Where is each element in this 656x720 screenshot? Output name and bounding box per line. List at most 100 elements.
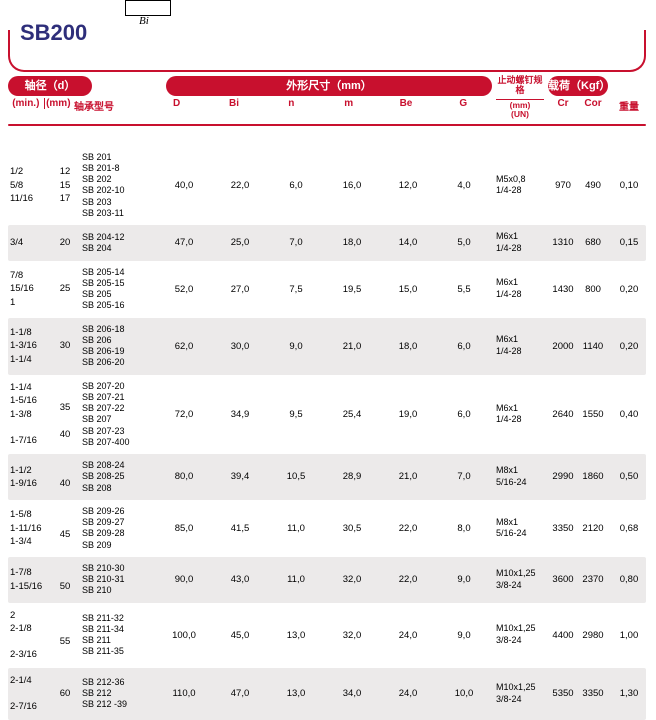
cell-Bi: 43,0 <box>212 574 268 585</box>
hdr-G: G <box>435 98 492 109</box>
cell-cor: 490 <box>578 180 608 191</box>
cell-m: 18,0 <box>324 237 380 248</box>
cell-mm: 25 <box>52 282 78 295</box>
hdr-Be: Be <box>377 98 434 109</box>
title-frame: SB200 <box>8 30 646 72</box>
cell-n: 13,0 <box>268 688 324 699</box>
cell-D: 40,0 <box>156 180 212 191</box>
header: 轴径（d） 外形尺寸（mm） 止动螺钉规格 载荷（Kgf） (min.) (mm… <box>8 76 646 120</box>
cell-D: 80,0 <box>156 471 212 482</box>
cell-bearing: SB 205-14SB 205-15SB 205SB 205-16 <box>78 267 152 312</box>
cell-D: 52,0 <box>156 284 212 295</box>
cell-cor: 800 <box>578 284 608 295</box>
cell-cr: 3350 <box>548 523 578 534</box>
hdr-thread-top: 止动螺钉规格 <box>496 76 544 96</box>
cell-m: 32,0 <box>324 574 380 585</box>
cell-min: 2-1/4 2-7/16 <box>8 674 52 714</box>
hdr-shaft-mm: (mm) <box>45 98 72 109</box>
cell-G: 6,0 <box>436 341 492 352</box>
cell-mm: 35 40 <box>52 388 78 441</box>
cell-mm: 45 <box>52 515 78 542</box>
cell-m: 19,5 <box>324 284 380 295</box>
diagram-box <box>125 0 171 16</box>
cell-min: 1-1/81-3/161-1/4 <box>8 326 52 366</box>
table-row: 7/815/16125SB 205-14SB 205-15SB 205SB 20… <box>8 261 646 318</box>
cell-mm: 30 <box>52 339 78 352</box>
hdr-load-pill: 载荷（Kgf） <box>548 76 608 96</box>
data-table: 1/25/811/16121517SB 201SB 201-8SB 202SB … <box>8 146 646 720</box>
cell-D: 100,0 <box>156 630 212 641</box>
cell-G: 5,5 <box>436 284 492 295</box>
table-row: 1-1/41-5/161-3/8 1-7/16 35 40SB 207-20SB… <box>8 375 646 455</box>
cell-bearing: SB 209-26SB 209-27SB 209-28SB 209 <box>78 506 152 551</box>
cell-G: 6,0 <box>436 409 492 420</box>
cell-Be: 14,0 <box>380 237 436 248</box>
cell-G: 4,0 <box>436 180 492 191</box>
cell-Bi: 41,5 <box>212 523 268 534</box>
cell-min: 1-5/81-11/161-3/4 <box>8 508 52 548</box>
cell-n: 13,0 <box>268 630 324 641</box>
table-row: 22-1/8 2-3/16 55SB 211-32SB 211-34SB 211… <box>8 603 646 668</box>
cell-bearing: SB 201SB 201-8SB 202SB 202-10SB 203SB 20… <box>78 152 152 220</box>
cell-Bi: 27,0 <box>212 284 268 295</box>
cell-G: 8,0 <box>436 523 492 534</box>
cell-Be: 24,0 <box>380 688 436 699</box>
cell-cor: 680 <box>578 237 608 248</box>
header-divider <box>8 124 646 126</box>
cell-Be: 19,0 <box>380 409 436 420</box>
table-row: 2-1/4 2-7/1660SB 212-36SB 212SB 212 -391… <box>8 668 646 720</box>
cell-Be: 24,0 <box>380 630 436 641</box>
cell-D: 85,0 <box>156 523 212 534</box>
cell-weight: 0,20 <box>612 341 646 352</box>
hdr-m: m <box>320 98 377 109</box>
cell-thread: M6x11/4-28 <box>496 403 544 426</box>
hdr-thread: (mm)(UN) <box>496 98 544 120</box>
cell-Bi: 30,0 <box>212 341 268 352</box>
table-row: 1-7/81-15/16 50SB 210-30SB 210-31SB 2109… <box>8 557 646 603</box>
hdr-cor: Cor <box>578 98 608 109</box>
cell-n: 6,0 <box>268 180 324 191</box>
table-row: 3/420SB 204-12SB 20447,025,07,018,014,05… <box>8 225 646 260</box>
cell-n: 7,0 <box>268 237 324 248</box>
cell-bearing: SB 208-24SB 208-25SB 208 <box>78 460 152 494</box>
hdr-n: n <box>263 98 320 109</box>
cell-m: 30,5 <box>324 523 380 534</box>
cell-Bi: 25,0 <box>212 237 268 248</box>
cell-Be: 22,0 <box>380 574 436 585</box>
cell-cr: 2640 <box>548 409 578 420</box>
cell-weight: 1,00 <box>612 630 646 641</box>
cell-cr: 2000 <box>548 341 578 352</box>
cell-n: 7,5 <box>268 284 324 295</box>
cell-m: 32,0 <box>324 630 380 641</box>
cell-mm: 40 <box>52 464 78 491</box>
hdr-D: D <box>148 98 205 109</box>
hdr-load-sub: Cr Cor <box>548 98 608 109</box>
cell-cr: 1310 <box>548 237 578 248</box>
diagram-bi-label: Bi <box>139 15 149 27</box>
cell-D: 110,0 <box>156 688 212 699</box>
cell-n: 9,0 <box>268 341 324 352</box>
cell-mm: 50 <box>52 566 78 593</box>
cell-bearing: SB 207-20SB 207-21SB 207-22SB 207SB 207-… <box>78 381 152 449</box>
cell-thread: M6x11/4-28 <box>496 277 544 300</box>
cell-bearing: SB 212-36SB 212SB 212 -39 <box>78 677 152 711</box>
cell-Bi: 47,0 <box>212 688 268 699</box>
cell-D: 62,0 <box>156 341 212 352</box>
cell-cor: 1860 <box>578 471 608 482</box>
cell-weight: 1,30 <box>612 688 646 699</box>
cell-min: 1-1/21-9/16 <box>8 464 52 491</box>
cell-cr: 1430 <box>548 284 578 295</box>
cell-min: 1-1/41-5/161-3/8 1-7/16 <box>8 381 52 447</box>
cell-mm: 121517 <box>52 165 78 205</box>
cell-thread: M10x1,253/8-24 <box>496 623 544 646</box>
cell-cr: 5350 <box>548 688 578 699</box>
cell-m: 34,0 <box>324 688 380 699</box>
cell-cr: 3600 <box>548 574 578 585</box>
cell-Bi: 34,9 <box>212 409 268 420</box>
cell-cor: 2120 <box>578 523 608 534</box>
cell-Be: 15,0 <box>380 284 436 295</box>
cell-m: 25,4 <box>324 409 380 420</box>
cell-G: 7,0 <box>436 471 492 482</box>
cell-thread: M6x11/4-28 <box>496 231 544 254</box>
series-title: SB200 <box>20 20 87 46</box>
